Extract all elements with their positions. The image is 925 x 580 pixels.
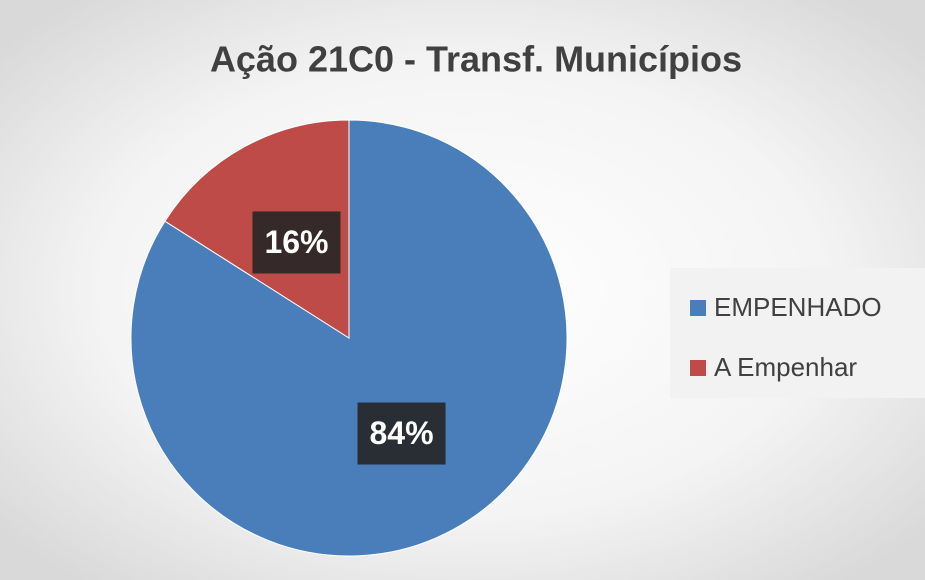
data-label: 16% (264, 224, 328, 260)
chart-title: Ação 21C0 - Transf. Municípios (210, 39, 742, 80)
legend-marker (690, 300, 706, 316)
legend-label: A Empenhar (714, 352, 857, 382)
data-label: 84% (369, 415, 433, 451)
data-label-box (357, 402, 446, 465)
data-label-box (252, 211, 341, 274)
legend-marker (690, 360, 706, 376)
legend-box (670, 268, 925, 398)
legend-label: EMPENHADO (714, 292, 882, 322)
